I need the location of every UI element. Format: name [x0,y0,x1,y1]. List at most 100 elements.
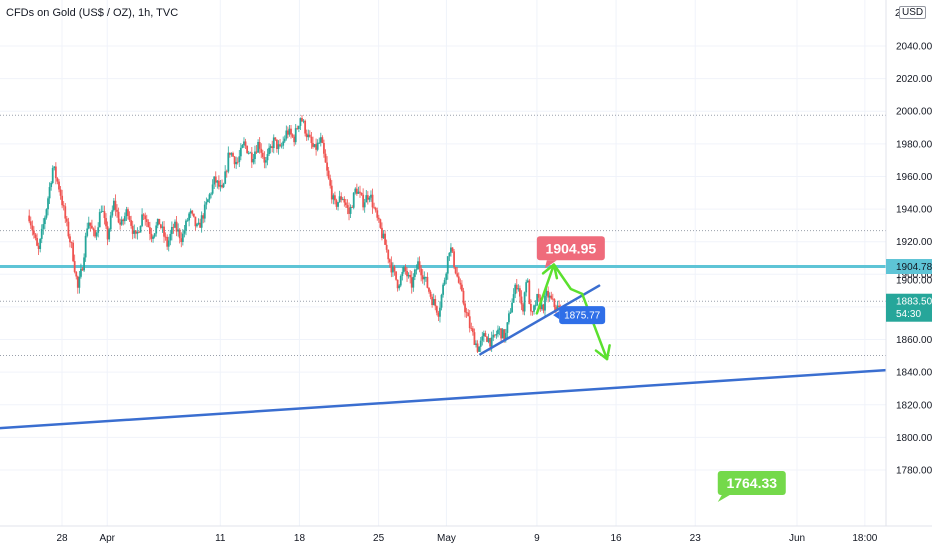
candle-body [327,170,330,179]
candle-body [551,298,554,300]
currency-button[interactable]: USD [899,6,927,19]
candle-body [506,322,509,333]
candle-body [103,211,106,219]
candle-body [478,346,481,352]
candle-body [224,171,227,184]
candle-body [227,152,230,172]
candle-body [291,134,294,137]
candle-body [221,185,223,188]
candle-body [315,144,318,150]
price-label-pointer [717,495,730,503]
candle-body [260,148,263,153]
candle-body [109,215,112,230]
time-axis[interactable]: 28 Apr 11 18 25 May 9 16 23 Jun 18:00 [0,525,932,550]
candle-body [374,207,377,211]
candle-body [365,195,368,203]
candle-body [382,233,385,239]
candle-body [98,212,101,228]
candle-body [147,222,150,228]
candle-body [261,152,264,157]
candle-body [91,225,93,229]
time-axis-bg [0,526,932,550]
candle-body [512,294,515,303]
candle-body [490,337,493,347]
candle-body [142,214,145,216]
candle-body [185,220,187,231]
candle-body [116,209,118,212]
candle-body [465,312,468,314]
candle-body [424,276,427,278]
candle-body [332,195,335,200]
candle-body [299,118,302,126]
candle-body [174,221,176,228]
candle-body [321,137,324,143]
candle-body [54,166,57,179]
candle-body [440,294,443,308]
candle-body [443,280,446,285]
candle-body [459,282,462,285]
chart-title: CFDs on Gold (US$ / OZ), 1h, TVC [6,7,179,19]
candle-body [50,182,53,188]
candle-body [503,329,506,340]
time-tick-label: 28 [56,533,68,544]
arrow-head [541,263,559,280]
candle-body [461,284,463,291]
price-axis[interactable]: 2( 02040.002020.002000.001980.001960.001… [885,0,932,550]
candle-body [326,162,328,171]
candle-body [214,176,217,183]
candle-body [76,276,79,288]
long-trendline [0,367,906,430]
price-axis-badge-text: 1904.78 [896,262,932,273]
candle-body [207,199,209,203]
candle-body [106,226,109,240]
candle-body [141,214,143,226]
candle-body [127,209,129,217]
candle-body [489,338,492,347]
candle-body [346,205,349,208]
candle-body [203,204,206,219]
candle-body [330,185,333,200]
candle-body [159,224,162,228]
candle-body [282,141,285,146]
candle-body [34,234,37,238]
candle-body [94,230,96,237]
candle-body [250,152,253,163]
price-tick-label: 2020.00 [896,74,932,85]
candle-body [454,266,457,274]
candle-body [144,215,147,220]
candle-body [232,153,234,157]
candle-body [97,227,100,233]
candle-body [362,194,365,208]
price-axis-badge-text: 1883.50 [896,297,932,308]
candle-body [445,273,448,281]
candle-body [553,299,556,308]
candle-body [379,219,382,228]
candle-body [138,231,140,233]
price-axis-badge-countdown: 54:30 [896,309,921,320]
candle-body [431,296,434,306]
candle-body [437,312,440,317]
candle-body [280,145,283,147]
candle-body [349,206,352,214]
candle-body [486,336,488,342]
candle-body [550,295,553,299]
candle-body [200,215,203,228]
candle-body [537,294,540,298]
candle-body [67,221,70,237]
candle-body [172,226,175,228]
candle-body [29,221,32,226]
candle-body [528,280,531,304]
candle-body [526,280,529,283]
candle-body [407,274,410,277]
candle-body [542,304,545,311]
candle-body [462,290,465,304]
candle-body [69,236,71,243]
candle-body [51,168,54,183]
candle-body [205,202,208,205]
candle-body [357,191,360,194]
candle-body [451,247,454,252]
candle-body [368,197,371,200]
candle-body [181,233,184,242]
